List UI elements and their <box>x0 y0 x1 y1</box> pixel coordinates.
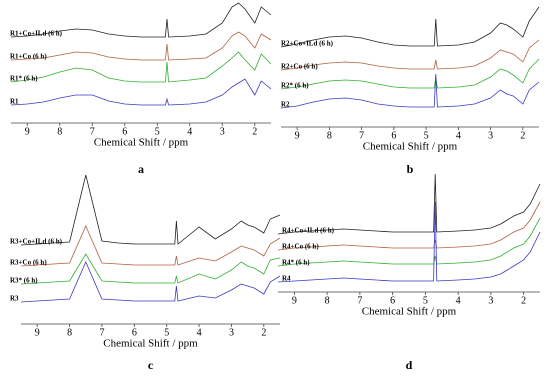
series-label: R2 <box>281 101 290 109</box>
x-tick-label: 3 <box>488 295 493 306</box>
x-tick-label: 2 <box>520 130 525 141</box>
x-tick-label: 5 <box>164 327 169 338</box>
series-label: R3* (6 h) <box>10 277 38 285</box>
series-label: R4* (6 h) <box>282 259 310 267</box>
spectrum <box>280 58 540 90</box>
x-tick-label: 8 <box>327 130 332 141</box>
x-tick-label: 7 <box>90 126 95 137</box>
x-tick-label: 6 <box>391 130 396 141</box>
x-tick-label: 9 <box>35 327 40 338</box>
x-tick-label: 4 <box>187 126 192 137</box>
x-axis-label: Chemical Shift / ppm <box>103 338 198 350</box>
spectrum <box>280 73 540 109</box>
spectrum <box>280 6 540 48</box>
spectrum <box>20 174 281 246</box>
x-tick-label: 6 <box>122 126 127 137</box>
x-axis-label: Chemical Shift / ppm <box>94 137 189 149</box>
x-tick-label: 3 <box>220 126 225 137</box>
series-label: R3 <box>10 295 19 303</box>
series-label: R1 <box>10 98 19 106</box>
series-label: R4+Co (6 h) <box>282 243 319 251</box>
series-label: R3+Co+ILd (6 h) <box>10 238 63 246</box>
spectrum <box>20 225 281 267</box>
spectrum <box>10 51 272 83</box>
x-tick-label: 7 <box>357 295 362 306</box>
spectrum <box>20 261 281 303</box>
spectrum <box>277 173 541 235</box>
panel-caption: b <box>407 162 414 176</box>
x-tick-label: 8 <box>57 126 62 137</box>
x-axis-label: Chemical Shift / ppm <box>362 306 457 318</box>
spectrum <box>20 253 281 285</box>
x-tick-label: 5 <box>155 126 160 137</box>
series-label: R4 <box>282 275 291 283</box>
series-label: R1* (6 h) <box>10 75 38 83</box>
series-label: R3+Co (6 h) <box>10 259 47 267</box>
x-tick-label: 4 <box>197 327 202 338</box>
x-tick-label: 8 <box>325 295 330 306</box>
x-tick-label: 9 <box>25 126 30 137</box>
x-tick-label: 6 <box>390 295 395 306</box>
x-tick-label: 4 <box>456 130 461 141</box>
x-tick-label: 3 <box>229 327 234 338</box>
spectrum <box>280 39 540 71</box>
x-tick-label: 5 <box>424 130 429 141</box>
x-tick-label: 4 <box>456 295 461 306</box>
spectrum <box>10 2 272 38</box>
series-label: R2* (6 h) <box>281 82 309 90</box>
x-tick-label: 5 <box>423 295 428 306</box>
x-tick-label: 8 <box>67 327 72 338</box>
x-tick-label: 7 <box>359 130 364 141</box>
panel-caption: a <box>138 162 144 176</box>
series-label: R2+Co (6 h) <box>281 63 318 71</box>
series-label: R2+Co+ILd (6 h) <box>281 40 334 48</box>
x-axis-label: Chemical Shift / ppm <box>363 141 458 153</box>
series-label: R1+Co+ILd (6 h) <box>10 30 63 38</box>
x-tick-label: 7 <box>99 327 104 338</box>
x-tick-label: 2 <box>521 295 526 306</box>
spectrum <box>277 201 541 283</box>
x-tick-label: 2 <box>261 327 266 338</box>
x-tick-label: 2 <box>252 126 257 137</box>
series-label: R4+Co+ILd (6 h) <box>282 227 335 235</box>
x-tick-label: 9 <box>292 295 297 306</box>
spectrum <box>10 31 272 61</box>
panel-caption: d <box>406 358 413 372</box>
x-tick-label: 3 <box>488 130 493 141</box>
panel-caption: c <box>148 358 154 372</box>
spectrum <box>10 78 272 106</box>
x-tick-label: 9 <box>295 130 300 141</box>
x-tick-label: 6 <box>132 327 137 338</box>
series-label: R1+Co (6 h) <box>10 53 47 61</box>
